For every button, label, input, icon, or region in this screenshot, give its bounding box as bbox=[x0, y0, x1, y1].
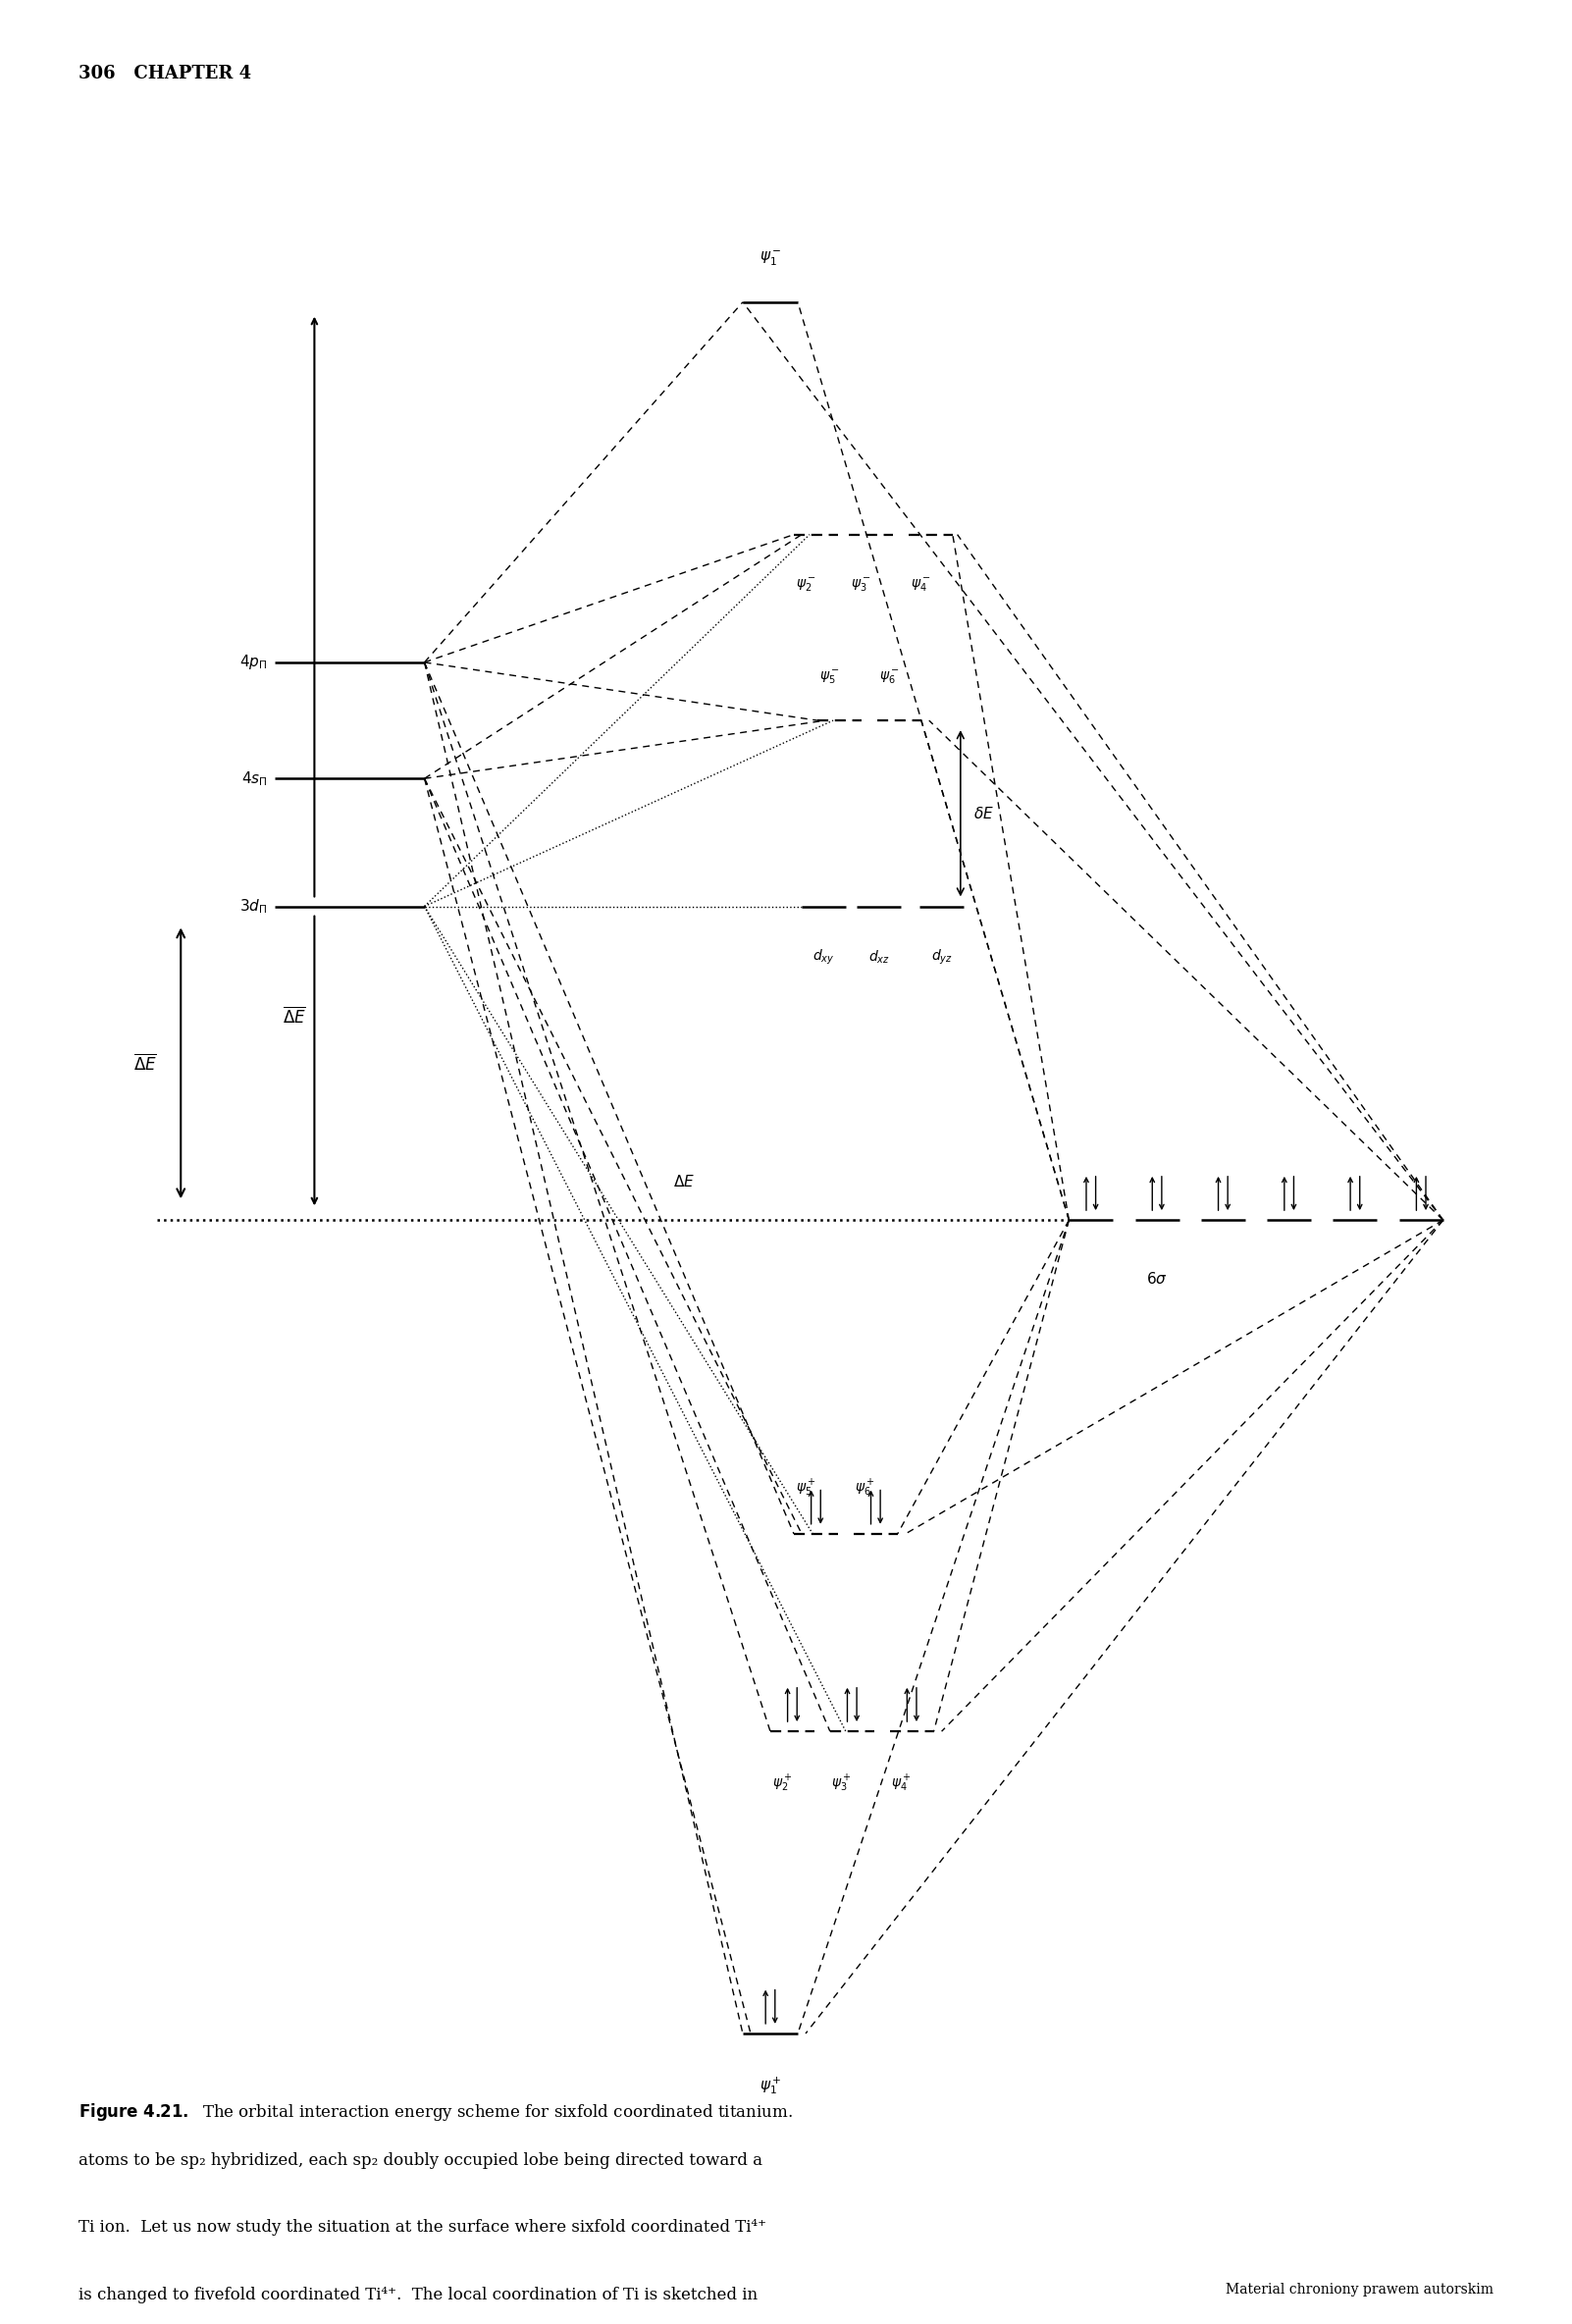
Text: $\psi_2^+$: $\psi_2^+$ bbox=[772, 1773, 792, 1794]
Text: $d_{yz}$: $d_{yz}$ bbox=[931, 948, 953, 967]
Text: Ti ion.  Let us now study the situation at the surface where sixfold coordinated: Ti ion. Let us now study the situation a… bbox=[79, 2219, 767, 2236]
Text: $\psi_4^-$: $\psi_4^-$ bbox=[910, 576, 931, 593]
Text: $\delta E$: $\delta E$ bbox=[973, 806, 994, 820]
Text: $\psi_6^-$: $\psi_6^-$ bbox=[879, 669, 899, 686]
Text: $6\sigma$: $6\sigma$ bbox=[1146, 1271, 1168, 1287]
Text: $3d_{\Pi}$: $3d_{\Pi}$ bbox=[239, 897, 267, 916]
Text: $\psi_5^-$: $\psi_5^-$ bbox=[819, 669, 839, 686]
Text: atoms to be sp₂ hybridized, each sp₂ doubly occupied lobe being directed toward : atoms to be sp₂ hybridized, each sp₂ dou… bbox=[79, 2152, 762, 2168]
Text: $\mathbf{Figure\ 4.21.}$  The orbital interaction energy scheme for sixfold coor: $\mathbf{Figure\ 4.21.}$ The orbital int… bbox=[79, 2101, 792, 2122]
Text: $\psi_6^+$: $\psi_6^+$ bbox=[855, 1478, 876, 1499]
Text: $4p_{\Pi}$: $4p_{\Pi}$ bbox=[239, 653, 267, 672]
Text: Material chroniony prawem autorskim: Material chroniony prawem autorskim bbox=[1226, 2282, 1493, 2296]
Text: $\psi_1^+$: $\psi_1^+$ bbox=[759, 2075, 781, 2096]
Text: $\overline{\Delta E}$: $\overline{\Delta E}$ bbox=[283, 1006, 307, 1027]
Text: $\psi_4^+$: $\psi_4^+$ bbox=[891, 1773, 912, 1794]
Text: $\psi_2^-$: $\psi_2^-$ bbox=[795, 576, 816, 593]
Text: $\psi_5^+$: $\psi_5^+$ bbox=[795, 1478, 816, 1499]
Text: is changed to fivefold coordinated Ti⁴⁺.  The local coordination of Ti is sketch: is changed to fivefold coordinated Ti⁴⁺.… bbox=[79, 2287, 758, 2303]
Text: $\overline{\Delta E}$: $\overline{\Delta E}$ bbox=[134, 1053, 157, 1074]
Text: $\psi_1^-$: $\psi_1^-$ bbox=[759, 249, 781, 267]
Text: $4s_{\Pi}$: $4s_{\Pi}$ bbox=[241, 769, 267, 788]
Text: 306   CHAPTER 4: 306 CHAPTER 4 bbox=[79, 65, 252, 84]
Text: $d_{xy}$: $d_{xy}$ bbox=[813, 948, 835, 967]
Text: $\psi_3^+$: $\psi_3^+$ bbox=[832, 1773, 852, 1794]
Text: $\Delta E$: $\Delta E$ bbox=[673, 1174, 695, 1190]
Text: $d_{xz}$: $d_{xz}$ bbox=[868, 948, 890, 964]
Text: $\psi_3^-$: $\psi_3^-$ bbox=[850, 576, 871, 593]
